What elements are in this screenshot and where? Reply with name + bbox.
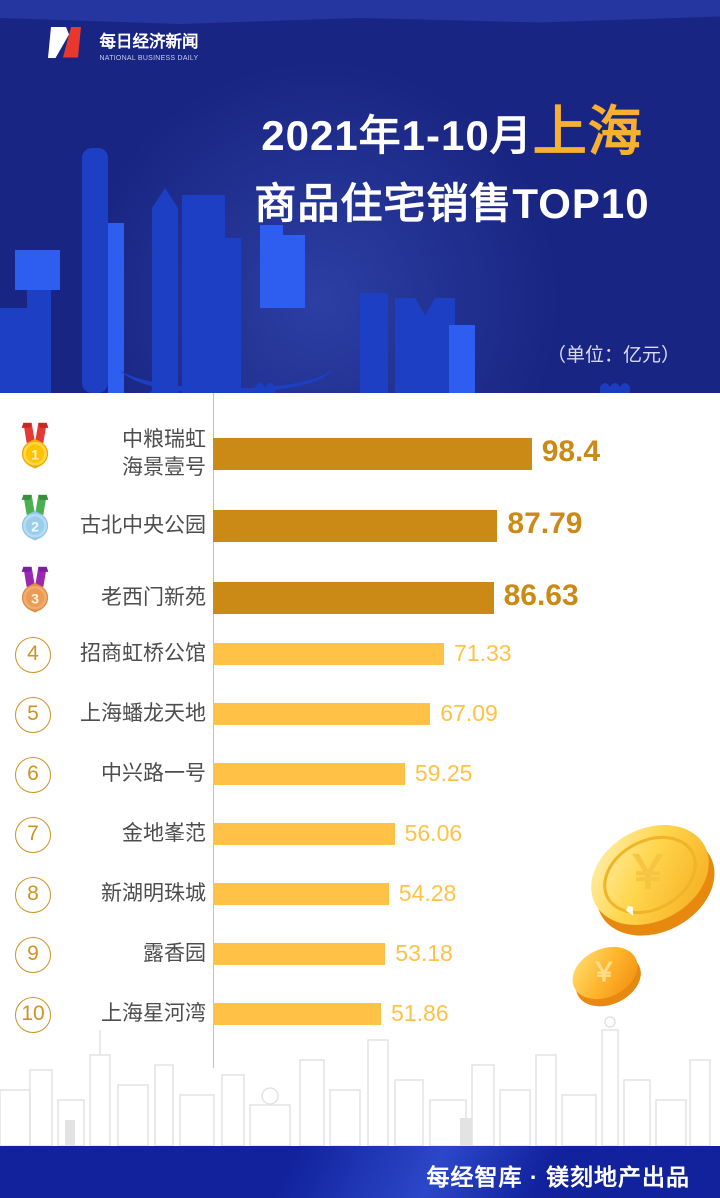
svg-text:3: 3 <box>31 592 39 608</box>
svg-text:￥: ￥ <box>625 846 671 898</box>
svg-text:NATIONAL BUSINESS DAILY: NATIONAL BUSINESS DAILY <box>100 55 199 62</box>
svg-text:每日经济新闻: 每日经济新闻 <box>100 31 199 51</box>
svg-text:￥: ￥ <box>591 957 617 987</box>
svg-text:2: 2 <box>31 520 39 536</box>
svg-text:1: 1 <box>31 448 39 464</box>
